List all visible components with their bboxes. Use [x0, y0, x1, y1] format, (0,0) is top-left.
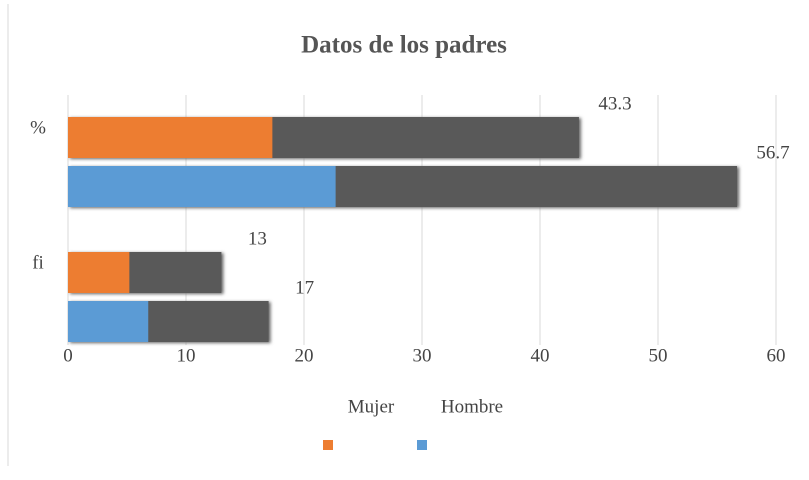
x-tick-label: 10: [177, 345, 196, 366]
x-tick-label: 60: [767, 345, 786, 366]
bar-face: [68, 252, 130, 293]
bar-face: [68, 301, 149, 342]
bar-face: [68, 117, 273, 158]
data-label: 56.7: [756, 142, 789, 163]
y-tick-label: fi: [32, 252, 44, 273]
y-tick-label: %: [30, 117, 46, 138]
chart-title: Datos de los padres: [301, 32, 507, 59]
x-tick-label: 50: [649, 345, 668, 366]
x-tick-label: 40: [531, 345, 550, 366]
x-tick-label: 20: [295, 345, 314, 366]
data-label: 43.3: [598, 93, 631, 114]
x-tick-label: 0: [63, 345, 73, 366]
bar-face: [68, 166, 336, 207]
legend-swatch: [417, 440, 427, 450]
data-label: 13: [248, 228, 267, 249]
x-tick-label: 30: [413, 345, 432, 366]
legend-label: Hombre: [441, 396, 503, 417]
legend-label: Mujer: [348, 396, 395, 417]
legend-swatch: [323, 440, 333, 450]
data-label: 17: [295, 277, 314, 298]
